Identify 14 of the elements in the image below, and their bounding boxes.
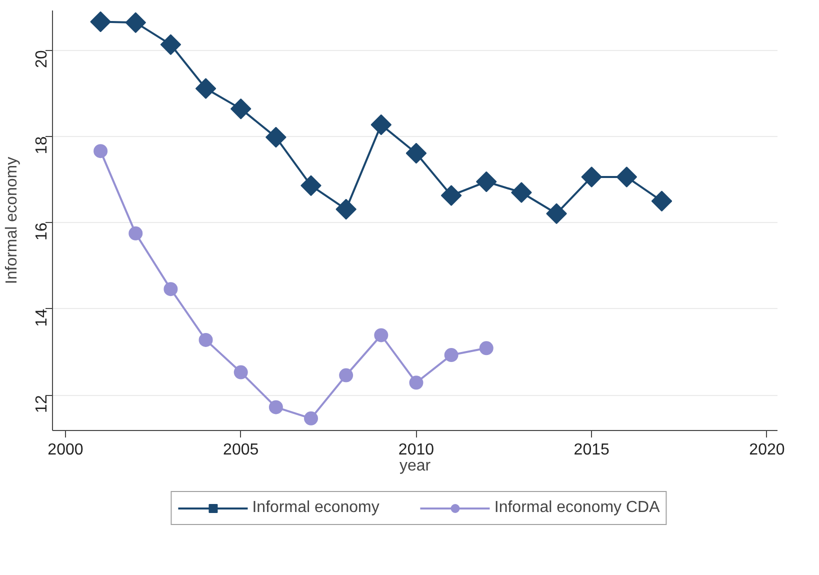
y-tick-label: 18 — [34, 136, 50, 154]
y-tick-label: 16 — [34, 222, 50, 240]
y-axis-title: Informal economy — [4, 156, 20, 284]
y-tick-label: 12 — [34, 395, 50, 413]
y-tick-label: 20 — [34, 50, 50, 68]
y-tick-label: 14 — [34, 308, 50, 327]
x-tick-label: 2020 — [749, 442, 785, 458]
x-tick-label: 2005 — [223, 442, 259, 458]
x-tick-label: 2010 — [398, 442, 434, 458]
legend-label: Informal economy — [252, 499, 380, 517]
legend-label: Informal economy CDA — [494, 499, 660, 517]
x-tick-label: 2015 — [574, 442, 610, 458]
x-tick-label: 2000 — [48, 442, 84, 458]
x-axis-title: year — [399, 458, 432, 474]
